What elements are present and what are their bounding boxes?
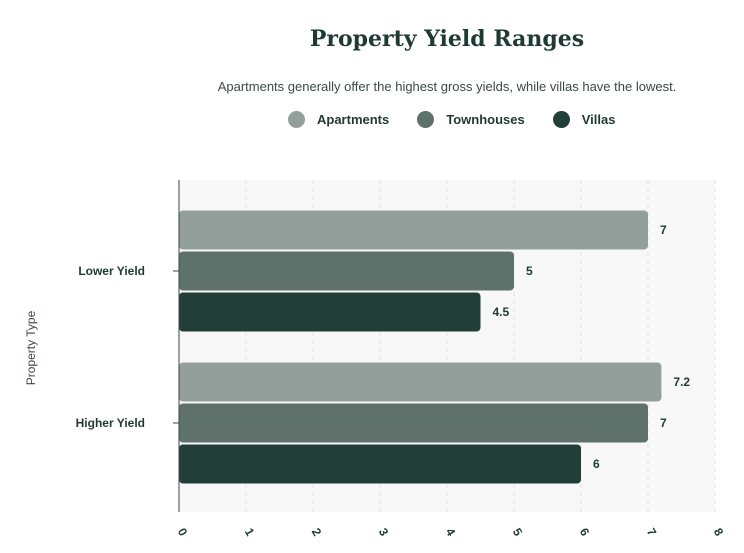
bar-villas-higher-yield	[179, 444, 581, 484]
legend-label-apartments: Apartments	[317, 112, 390, 127]
bar-villas-lower-yield	[179, 292, 481, 332]
legend-label-villas: Villas	[581, 112, 616, 127]
legend-swatch-apartments	[288, 111, 305, 128]
x-tick-label: 5	[510, 526, 526, 539]
legend: Apartments Townhouses Villas	[288, 111, 643, 128]
bar-townhouses-lower-yield	[179, 251, 514, 291]
chart-subtitle: Apartments generally offer the highest g…	[217, 79, 677, 94]
legend-swatch-villas	[552, 111, 570, 128]
x-tick-label: 8	[711, 526, 727, 539]
x-tick-label: 7	[644, 526, 660, 539]
x-tick-label: 3	[376, 526, 392, 539]
bar-townhouses-higher-yield	[179, 403, 648, 443]
data-label: 5	[526, 264, 533, 278]
data-label: 7	[660, 416, 667, 430]
x-tick-label: 2	[309, 526, 325, 539]
bar-apartments-lower-yield	[179, 210, 648, 250]
y-axis-title: Property Type	[24, 310, 38, 385]
legend-item-villas[interactable]: Villas	[552, 111, 616, 128]
chart-title: Property Yield Ranges	[309, 26, 585, 52]
y-tick-label: Lower Yield	[78, 264, 145, 278]
legend-item-townhouses[interactable]: Townhouses	[417, 111, 525, 128]
data-label: 7.2	[673, 375, 690, 389]
x-tick-label: 6	[577, 526, 593, 539]
legend-item-apartments[interactable]: Apartments	[288, 111, 389, 128]
legend-swatch-townhouses	[417, 111, 435, 128]
data-label: 7	[660, 223, 667, 237]
y-tick-label: Higher Yield	[76, 416, 145, 430]
data-label: 6	[593, 457, 600, 471]
x-tick-label: 4	[443, 526, 459, 539]
legend-label-townhouses: Townhouses	[446, 112, 525, 127]
data-label: 4.5	[493, 305, 510, 319]
x-tick-label: 1	[242, 526, 258, 539]
x-tick-label: 0	[175, 526, 191, 539]
bar-apartments-higher-yield	[179, 362, 662, 402]
